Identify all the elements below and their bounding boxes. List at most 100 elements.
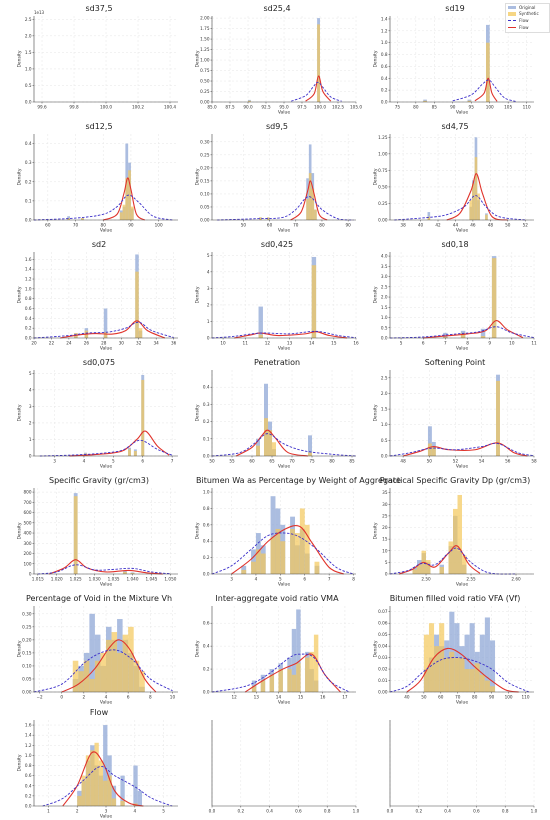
bar-synthetic (260, 680, 266, 692)
x-tick-label: 22 (49, 341, 55, 346)
x-tick-label: 16 (353, 341, 359, 346)
y-tick-label: 0.30 (200, 139, 210, 144)
y-tick-label: 0.8 (381, 52, 388, 57)
x-tick-label: 4 (83, 459, 86, 464)
y-tick-label: 0.2 (25, 179, 32, 184)
bar-synthetic (431, 446, 436, 456)
subplot-title: sd4,75 (441, 122, 469, 131)
x-tick-label: 6 (141, 459, 144, 464)
x-tick-label: 8 (352, 577, 355, 582)
x-tick-label: 0.6 (473, 809, 480, 814)
subplot-canvas: 75 80 85 90 95 100 105 110 0.0 0.2 0.4 0.6 0.8 1.0 1.2… (373, 16, 534, 116)
bar-synthetic (496, 380, 500, 456)
y-tick-label: 0.25 (22, 624, 32, 629)
y-tick-label: 1.0 (25, 753, 32, 758)
bar-synthetic (417, 564, 422, 574)
kde-line-solid (406, 647, 519, 693)
bar-synthetic (469, 669, 475, 692)
x-tick-label: 13 (287, 341, 293, 346)
bar-synthetic (130, 206, 134, 220)
y-tick-label: 0.6 (25, 306, 32, 311)
bar-original (137, 790, 142, 806)
y-tick-label: 0.3 (203, 402, 210, 407)
subplot-bitumen-wa-as-percentage-by-weight-of-aggregate: Bitumen Wa as Percentage by Weight of Ag… (195, 476, 401, 588)
x-tick-label: 5 (112, 459, 115, 464)
bar-synthetic (305, 657, 310, 692)
y-tick-label: 1.2 (25, 743, 32, 748)
x-tick-label: 50 (427, 459, 433, 464)
x-tick-label: 16 (320, 695, 326, 700)
subplot-title: sd9,5 (266, 122, 288, 131)
y-tick-label: 5 (29, 371, 32, 376)
bar-synthetic (474, 663, 480, 692)
y-tick-label: 0.5 (381, 325, 388, 330)
y-axis-label: Density (195, 522, 201, 539)
y-tick-label: 0.6 (25, 773, 32, 778)
y-tick-label: 1.5 (381, 407, 388, 412)
x-tick-label: 90 (345, 223, 351, 228)
x-axis-label: Value (278, 228, 291, 234)
x-tick-label: 1.035 (108, 577, 120, 582)
bar-synthetic (426, 560, 431, 574)
y-tick-label: 0.6 (203, 621, 210, 626)
y-tick-label: 0.4 (203, 644, 210, 649)
y-tick-label: 0.0 (25, 218, 32, 223)
y-tick-label: 1.0 (203, 490, 210, 495)
bar-synthetic (103, 780, 108, 806)
y-tick-label: 0.00 (200, 218, 210, 223)
kde-line-dashed (389, 547, 517, 575)
subplot-canvas: 0.0 0.2 0.4 0.6 0.8 1.0 (209, 720, 360, 814)
x-tick-label: 75 (395, 105, 401, 110)
kde-line-dashed (211, 330, 357, 339)
bar-synthetic (85, 755, 91, 806)
x-tick-label: 0.0 (387, 809, 394, 814)
subplot-softening-point: Softening Point 48 50 52 54 56 58 0.0 0.5 1.0 1.5 2… (373, 358, 537, 470)
y-tick-label: 500 (24, 520, 32, 525)
x-axis-label: Value (278, 346, 291, 352)
x-tick-label: 26 (84, 341, 90, 346)
y-tick-label: 1.5 (25, 50, 32, 55)
bar-synthetic (423, 634, 429, 692)
legend-label-flow-dashed: Flow (519, 17, 529, 23)
x-tick-label: 110 (523, 105, 531, 110)
y-tick-label: 0 (385, 572, 388, 577)
bar-synthetic (469, 200, 473, 220)
bar-synthetic (423, 100, 427, 102)
kde-line-dashed (394, 195, 526, 221)
chart-legend: Original Synthetic Flow Flow (505, 3, 550, 33)
bar-synthetic (248, 100, 251, 102)
bar-synthetic (130, 572, 135, 574)
bar-synthetic (122, 204, 126, 220)
x-tick-label: 54 (479, 459, 485, 464)
x-tick-label: 80 (319, 223, 325, 228)
bar-synthetic (477, 193, 480, 220)
subplot-canvas: 0.0 0.2 0.4 0.6 0.8 1.0 (387, 720, 538, 814)
bar-synthetic (296, 663, 301, 692)
x-tick-label: 92.5 (261, 105, 271, 110)
y-tick-label: 0.05 (22, 676, 32, 681)
bar-original (427, 426, 432, 456)
y-tick-label: 0.00 (200, 100, 210, 105)
x-tick-label: 7 (444, 341, 447, 346)
bar-synthetic (306, 199, 309, 220)
bar-synthetic (256, 445, 260, 456)
y-tick-label: 0.03 (378, 655, 388, 660)
y-tick-label: 0.15 (22, 650, 32, 655)
x-axis-label: Value (456, 464, 469, 470)
y-axis-label: Density (195, 50, 201, 67)
y-tick-label: 1.2 (25, 277, 32, 282)
kde-line-dashed (291, 81, 342, 102)
x-tick-label: 42 (435, 223, 441, 228)
subplot-sd0-18: sd0,18 5 6 7 8 9 10 11 0.0 0.5 1.0 1.5 2.0 2.5 3.0 3.5 4… (373, 240, 537, 352)
x-tick-label: 100.2 (132, 105, 144, 110)
x-tick-label: 87.5 (225, 105, 235, 110)
legend-label-synthetic: Synthetic (519, 11, 539, 17)
subplot-title: Flow (89, 708, 109, 717)
y-tick-label: 0.50 (200, 79, 210, 84)
subplot-practical-specific-gravity-dp-gr-cm3: Practical Specific Gravity Dp (gr/cm3) 2.… (373, 476, 536, 588)
bar-synthetic (90, 750, 95, 806)
bar-synthetic (278, 669, 283, 692)
x-tick-label: 12 (231, 695, 237, 700)
y-tick-label: 2 (207, 302, 210, 307)
